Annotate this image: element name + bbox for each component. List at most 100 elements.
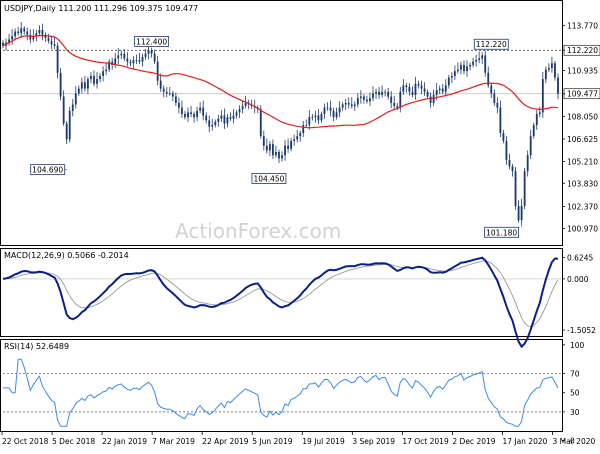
candle-body bbox=[290, 140, 293, 149]
candle-body bbox=[463, 64, 465, 72]
candle-body bbox=[499, 107, 502, 134]
candle-body bbox=[217, 118, 220, 122]
price-tick-label: 113.770 bbox=[567, 22, 598, 31]
candle-body bbox=[359, 96, 362, 99]
candle-body bbox=[350, 104, 353, 107]
candle-body bbox=[520, 205, 523, 221]
candle-body bbox=[202, 107, 205, 116]
candle-body bbox=[396, 106, 399, 108]
price-pane bbox=[0, 0, 563, 246]
x-tick-label: 22 Jan 2019 bbox=[102, 437, 147, 446]
candle-body bbox=[544, 69, 547, 80]
x-tick-label: 2 Dec 2019 bbox=[452, 437, 495, 446]
candle-body bbox=[284, 145, 286, 156]
candle-body bbox=[441, 88, 444, 92]
candle-body bbox=[272, 144, 274, 156]
candle-body bbox=[466, 66, 468, 72]
candle-body bbox=[326, 107, 329, 109]
candle-body bbox=[557, 77, 559, 94]
candle-body bbox=[174, 96, 177, 103]
candle-body bbox=[356, 98, 359, 105]
candle-body bbox=[311, 117, 314, 118]
candle-body bbox=[47, 37, 50, 42]
candle-body bbox=[162, 88, 165, 92]
rsi-tick-label: 50 bbox=[570, 389, 580, 398]
candle-body bbox=[105, 69, 108, 72]
annotation-box bbox=[251, 173, 287, 184]
candle-body bbox=[299, 133, 302, 137]
candle-body bbox=[71, 104, 74, 111]
candle-body bbox=[514, 171, 517, 206]
candle-body bbox=[90, 75, 92, 80]
candle-body bbox=[238, 109, 241, 113]
candle-body bbox=[262, 136, 265, 146]
candle-body bbox=[393, 102, 396, 107]
price-title: USDJPY,Daily 111.200 111.296 109.375 109… bbox=[4, 4, 198, 13]
macd-signal-line bbox=[2, 260, 559, 328]
candle-body bbox=[347, 102, 350, 105]
candle-body bbox=[287, 145, 289, 149]
candle-body bbox=[378, 91, 380, 95]
candle-body bbox=[138, 60, 141, 62]
rsi-line bbox=[3, 358, 559, 427]
candle-body bbox=[74, 93, 77, 105]
candle-body bbox=[444, 85, 447, 92]
candle-body bbox=[320, 113, 323, 121]
candle-body bbox=[35, 33, 38, 37]
price-tick-label: 106.625 bbox=[567, 135, 598, 144]
candle-body bbox=[293, 139, 296, 141]
candle-body bbox=[508, 159, 511, 167]
candle-body bbox=[381, 91, 384, 95]
candle-body bbox=[205, 115, 208, 121]
candle-body bbox=[275, 152, 277, 156]
rsi-tick-label: 0 bbox=[570, 437, 575, 446]
annotation-label: 104.690 bbox=[32, 166, 63, 175]
candle-body bbox=[229, 117, 232, 119]
macd-title: MACD(12,26,9) 0.5066 -0.2014 bbox=[4, 251, 129, 260]
candle-body bbox=[150, 50, 153, 54]
candle-body bbox=[208, 120, 211, 127]
candle-body bbox=[323, 107, 326, 114]
macd-tick-label: 0.6245 bbox=[567, 254, 593, 263]
candle-body bbox=[14, 31, 17, 37]
candle-body bbox=[411, 91, 414, 95]
rsi-title: RSI(14) 52.6489 bbox=[4, 342, 69, 351]
x-tick-label: 5 Dec 2018 bbox=[52, 437, 95, 446]
x-tick-label: 3 Mar 2020 bbox=[552, 437, 595, 446]
candle-body bbox=[83, 82, 86, 89]
candle-body bbox=[181, 107, 183, 114]
candle-body bbox=[487, 72, 490, 86]
candle-body bbox=[29, 34, 32, 40]
candle-body bbox=[135, 60, 138, 61]
annotation-box bbox=[484, 226, 520, 238]
candle-body bbox=[405, 85, 408, 88]
candle-body bbox=[56, 45, 59, 73]
candle-body bbox=[366, 99, 368, 102]
price-tick-label: 100.970 bbox=[567, 225, 598, 234]
x-tick-label: 17 Jan 2020 bbox=[502, 437, 547, 446]
candle-body bbox=[538, 112, 541, 114]
candle-body bbox=[190, 112, 192, 114]
candle-body bbox=[460, 64, 462, 70]
candle-body bbox=[123, 53, 126, 59]
candle-body bbox=[450, 75, 453, 78]
candle-body bbox=[177, 102, 180, 108]
candle-body bbox=[472, 61, 474, 65]
candle-body bbox=[496, 102, 499, 108]
candle-body bbox=[362, 96, 365, 100]
candle-body bbox=[541, 79, 544, 113]
candle-body bbox=[529, 136, 532, 156]
price-tick-label: 102.370 bbox=[567, 202, 598, 211]
candle-body bbox=[226, 117, 229, 124]
candle-body bbox=[278, 152, 280, 159]
candle-body bbox=[281, 155, 283, 159]
price-tick-label: 110.935 bbox=[567, 67, 598, 76]
candle-body bbox=[314, 115, 317, 118]
candle-body bbox=[214, 121, 217, 126]
candle-body bbox=[11, 36, 14, 40]
candle-body bbox=[505, 140, 508, 160]
candle-body bbox=[535, 113, 538, 126]
candle-body bbox=[402, 85, 405, 92]
x-tick-label: 5 Jun 2019 bbox=[252, 437, 293, 446]
candle-body bbox=[375, 91, 377, 94]
